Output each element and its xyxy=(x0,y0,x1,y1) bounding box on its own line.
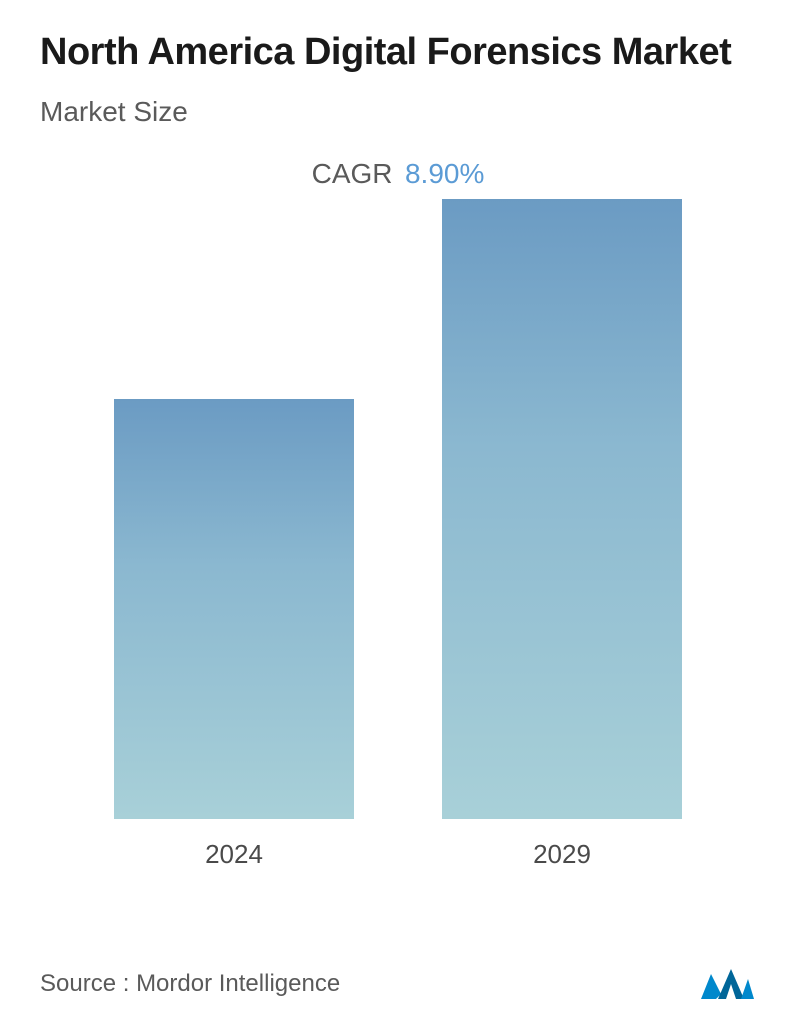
source-text: Source : Mordor Intelligence xyxy=(40,970,340,998)
bar-label-2024: 2024 xyxy=(205,839,263,870)
cagr-row: CAGR 8.90% xyxy=(40,158,756,190)
bar-2024 xyxy=(114,399,354,819)
chart-subtitle: Market Size xyxy=(40,96,756,128)
chart-area: 2024 2029 xyxy=(40,230,756,870)
bar-label-2029: 2029 xyxy=(533,839,591,870)
footer: Source : Mordor Intelligence xyxy=(40,964,756,1004)
bar-group-2029: 2029 xyxy=(442,199,682,870)
cagr-value: 8.90% xyxy=(405,158,484,189)
chart-title: North America Digital Forensics Market xyxy=(40,30,756,76)
mordor-logo-icon xyxy=(696,964,756,1004)
source-name: Mordor Intelligence xyxy=(136,970,340,997)
source-label: Source : xyxy=(40,970,129,997)
cagr-label: CAGR xyxy=(312,158,393,189)
bar-group-2024: 2024 xyxy=(114,399,354,870)
bar-2029 xyxy=(442,199,682,819)
